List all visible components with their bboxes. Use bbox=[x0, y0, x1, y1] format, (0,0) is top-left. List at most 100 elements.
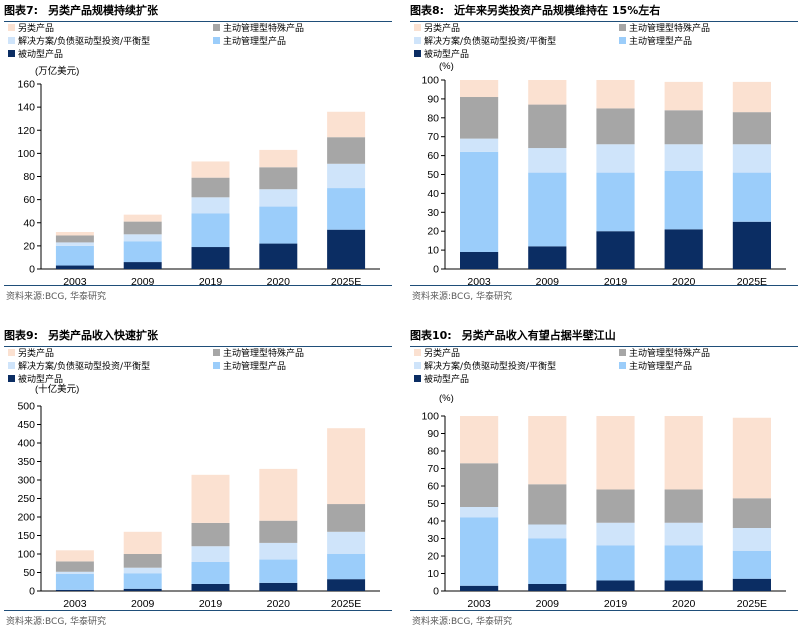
legend-swatch bbox=[619, 24, 626, 31]
bar-segment-solutions bbox=[460, 138, 499, 152]
legend-swatch bbox=[8, 349, 15, 356]
y-tick-label: 400 bbox=[17, 438, 35, 450]
bar-segment-alternative bbox=[596, 416, 635, 490]
bar-segment-solutions bbox=[259, 189, 298, 207]
legend-swatch bbox=[8, 24, 15, 31]
bar-segment-passive bbox=[327, 229, 366, 269]
bar-segment-solutions bbox=[732, 144, 771, 173]
bar-segment-active_core bbox=[327, 188, 366, 230]
figure-label: 图表8: bbox=[410, 4, 445, 17]
y-tick-label: 10 bbox=[427, 568, 439, 580]
legend-item-solutions: 解决方案/负债驱动型投资/平衡型 bbox=[8, 36, 150, 49]
legend-label: 被动型产品 bbox=[424, 375, 470, 385]
bar-segment-passive bbox=[191, 583, 230, 591]
source-note: 资料来源:BCG, 华泰研究 bbox=[412, 617, 513, 627]
bar-segment-alternative bbox=[528, 80, 567, 105]
y-tick-label: 20 bbox=[427, 226, 439, 238]
title-rule bbox=[4, 346, 392, 347]
bar-segment-active_core bbox=[259, 559, 298, 583]
chart-title-row: 图表10: 另类产品收入有望占据半壁江山 bbox=[410, 329, 616, 343]
chart-panel-revenue: 图表9: 另类产品收入快速扩张 另类产品 主动管理型特殊产品 解决方案/负债驱动型… bbox=[4, 329, 394, 633]
y-tick-label: 60 bbox=[427, 150, 439, 162]
legend-item-passive: 被动型产品 bbox=[8, 374, 63, 387]
bar-segment-active_core bbox=[123, 241, 162, 263]
bar-segment-solutions bbox=[528, 148, 567, 173]
bar-segment-passive bbox=[55, 589, 94, 591]
y-tick-label: 450 bbox=[17, 419, 35, 431]
legend-label: 主动管理型产品 bbox=[629, 37, 693, 47]
bar-segment-active_core bbox=[259, 206, 298, 244]
x-tick-label: 2019 bbox=[199, 276, 223, 288]
y-tick-label: 50 bbox=[427, 498, 439, 510]
bar-segment-specialty bbox=[528, 484, 567, 525]
bar-segment-solutions bbox=[732, 528, 771, 551]
legend-label: 解决方案/负债驱动型投资/平衡型 bbox=[424, 37, 557, 47]
x-tick-label: 2025E bbox=[737, 276, 767, 288]
y-tick-label: 20 bbox=[23, 240, 35, 252]
y-tick-label: 140 bbox=[17, 102, 35, 114]
stacked-bar-chart-revenue-share: (%) 0 10 20 30 40 50 60 70 80 90 100 2003 2009 2019 202… bbox=[421, 393, 786, 610]
bar-segment-specialty bbox=[327, 504, 366, 532]
y-tick-label: 150 bbox=[17, 530, 35, 542]
bar-segment-solutions bbox=[460, 507, 499, 518]
y-tick-label: 500 bbox=[17, 401, 35, 413]
bar-segment-alternative bbox=[259, 149, 298, 168]
stacked-bar-chart-revenue: (十亿美元) 0 50 100 150 200 250 300 350 400 450 500 2003… bbox=[17, 383, 380, 610]
stacked-bar-chart-aum: (万亿美元) 0 20 40 60 80 100 120 140 160 2003 2009 2019 2… bbox=[17, 65, 380, 288]
bar-segment-active_core bbox=[664, 545, 703, 581]
bar-segment-solutions bbox=[191, 197, 230, 214]
x-tick-label: 2009 bbox=[536, 598, 560, 610]
x-tick-label: 2009 bbox=[536, 276, 560, 288]
legend-item-solutions: 解决方案/负债驱动型投资/平衡型 bbox=[414, 361, 556, 374]
bar-segment-active_core bbox=[596, 172, 635, 232]
legend-item-alternative: 另类产品 bbox=[414, 23, 460, 36]
bar-segment-solutions bbox=[596, 522, 635, 546]
bar-segment-passive bbox=[460, 585, 499, 591]
bar-segment-active_core bbox=[55, 573, 94, 590]
y-tick-label: 70 bbox=[427, 463, 439, 475]
bar-segment-active_core bbox=[596, 545, 635, 581]
x-tick-label: 2025E bbox=[331, 276, 361, 288]
legend-swatch bbox=[8, 375, 15, 382]
chart-title-row: 图表9: 另类产品收入快速扩张 bbox=[4, 329, 158, 343]
legend-swatch bbox=[8, 362, 15, 369]
legend-item-active: 主动管理型产品 bbox=[619, 361, 692, 374]
legend-label: 主动管理型产品 bbox=[629, 362, 693, 372]
bar-segment-passive bbox=[327, 579, 366, 591]
bar-segment-active_core bbox=[327, 554, 366, 580]
y-tick-label: 50 bbox=[427, 169, 439, 181]
bar-segment-passive bbox=[191, 247, 230, 269]
y-tick-label: 80 bbox=[427, 112, 439, 124]
legend-label: 被动型产品 bbox=[424, 50, 470, 60]
bar-segment-passive bbox=[259, 243, 298, 269]
legend-swatch bbox=[8, 37, 15, 44]
bar-segment-passive bbox=[259, 582, 298, 591]
bar-segment-passive bbox=[528, 584, 567, 591]
x-tick-label: 2019 bbox=[604, 276, 628, 288]
legend-item-solutions: 解决方案/负债驱动型投资/平衡型 bbox=[8, 361, 150, 374]
legend-swatch bbox=[414, 349, 421, 356]
bar-segment-active_core bbox=[732, 172, 771, 222]
bar-segment-active_core bbox=[528, 538, 567, 584]
bar-segment-active_core bbox=[123, 573, 162, 589]
y-tick-label: 40 bbox=[427, 188, 439, 200]
bar-segment-alternative bbox=[191, 161, 230, 178]
chart-title-row: 图表8: 近年来另类投资产品规模维持在 15%左右 bbox=[410, 4, 660, 18]
legend-item-passive: 被动型产品 bbox=[414, 49, 469, 62]
bar-segment-solutions bbox=[664, 144, 703, 171]
legend-item-alternative: 另类产品 bbox=[8, 348, 54, 361]
bar-segment-specialty bbox=[123, 554, 162, 568]
bar-segment-active_core bbox=[664, 170, 703, 230]
bar-segment-active_core bbox=[191, 213, 230, 248]
bar-segment-passive bbox=[596, 231, 635, 269]
legend-label: 另类产品 bbox=[18, 24, 55, 34]
bar-segment-specialty bbox=[327, 137, 366, 164]
legend-label: 另类产品 bbox=[18, 349, 55, 359]
bar-segment-solutions bbox=[123, 234, 162, 242]
x-tick-label: 2020 bbox=[672, 598, 696, 610]
stacked-bar-chart-aum-share: (%) 0 10 20 30 40 50 60 70 80 90 100 2003 2009 2019 202… bbox=[421, 61, 786, 288]
chart-title-row: 图表7: 另类产品规模持续扩张 bbox=[4, 4, 158, 18]
x-tick-label: 2009 bbox=[131, 598, 155, 610]
legend-label: 被动型产品 bbox=[18, 375, 64, 385]
y-tick-label: 90 bbox=[427, 428, 439, 440]
